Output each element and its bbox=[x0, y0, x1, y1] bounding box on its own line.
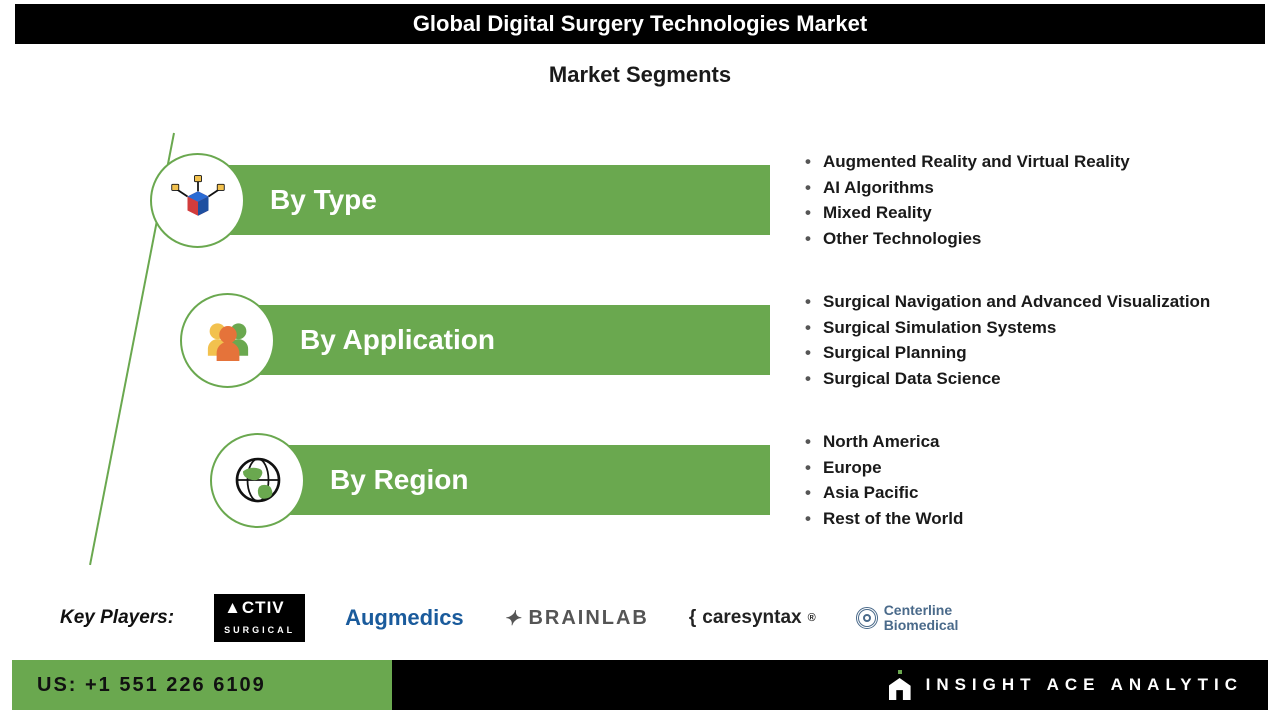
segment-items-type: Augmented Reality and Virtual Reality AI… bbox=[805, 149, 1225, 251]
brand-text: INSIGHT ACE ANALYTIC bbox=[926, 675, 1243, 695]
player-logo-augmedics: Augmedics bbox=[345, 605, 464, 631]
list-item: Surgical Navigation and Advanced Visuali… bbox=[805, 289, 1225, 315]
list-item: Europe bbox=[805, 455, 1225, 481]
segment-bar-application: By Application bbox=[255, 305, 770, 375]
page-title: Global Digital Surgery Technologies Mark… bbox=[413, 11, 867, 37]
list-item: Surgical Planning bbox=[805, 340, 1225, 366]
people-group-icon bbox=[200, 312, 256, 368]
ring-icon bbox=[856, 607, 878, 629]
segment-icon-circle bbox=[210, 433, 305, 528]
key-players-row: Key Players: ▲CTIVSURGICAL Augmedics ✦ B… bbox=[60, 594, 1250, 642]
segment-row-application: By Application Surgical Navigation and A… bbox=[180, 270, 1250, 410]
globe-icon bbox=[230, 452, 286, 508]
segment-label: By Region bbox=[330, 464, 468, 496]
logo-text: caresyntax bbox=[702, 607, 801, 629]
list-item: Surgical Data Science bbox=[805, 366, 1225, 392]
segment-items-application: Surgical Navigation and Advanced Visuali… bbox=[805, 289, 1225, 391]
footer-phone: US: +1 551 226 6109 bbox=[12, 660, 392, 710]
list-item: Surgical Simulation Systems bbox=[805, 315, 1225, 341]
segment-bar-type: By Type bbox=[225, 165, 770, 235]
segments-container: By Type Augmented Reality and Virtual Re… bbox=[150, 130, 1250, 550]
segment-bar-region: By Region bbox=[285, 445, 770, 515]
segment-items-region: North America Europe Asia Pacific Rest o… bbox=[805, 429, 1225, 531]
logo-text: ▲CTIVSURGICAL bbox=[214, 594, 305, 642]
list-item: North America bbox=[805, 429, 1225, 455]
logo-text: CenterlineBiomedical bbox=[884, 603, 959, 634]
footer-brand: INSIGHT ACE ANALYTIC bbox=[889, 670, 1243, 700]
list-item: AI Algorithms bbox=[805, 175, 1225, 201]
player-logo-brainlab: ✦ BRAINLAB bbox=[504, 606, 649, 631]
player-logo-activ: ▲CTIVSURGICAL bbox=[214, 594, 305, 642]
brand-icon bbox=[889, 670, 911, 700]
subtitle: Market Segments bbox=[0, 62, 1280, 88]
list-item: Rest of the World bbox=[805, 506, 1225, 532]
segment-row-type: By Type Augmented Reality and Virtual Re… bbox=[150, 130, 1250, 270]
list-item: Other Technologies bbox=[805, 226, 1225, 252]
cube-network-icon bbox=[170, 172, 226, 228]
segment-row-region: By Region North America Europe Asia Paci… bbox=[210, 410, 1250, 550]
list-item: Mixed Reality bbox=[805, 200, 1225, 226]
title-bar: Global Digital Surgery Technologies Mark… bbox=[15, 4, 1265, 44]
segment-icon-circle bbox=[180, 293, 275, 388]
logo-text: BRAINLAB bbox=[528, 607, 648, 630]
segment-icon-circle bbox=[150, 153, 245, 248]
segment-label: By Application bbox=[300, 324, 495, 356]
segment-label: By Type bbox=[270, 184, 377, 216]
player-logo-centerline: CenterlineBiomedical bbox=[856, 603, 959, 634]
key-players-label: Key Players: bbox=[60, 607, 174, 629]
footer-bar: US: +1 551 226 6109 INSIGHT ACE ANALYTIC bbox=[12, 660, 1268, 710]
list-item: Asia Pacific bbox=[805, 480, 1225, 506]
list-item: Augmented Reality and Virtual Reality bbox=[805, 149, 1225, 175]
player-logo-caresyntax: {caresyntax® bbox=[689, 607, 816, 629]
